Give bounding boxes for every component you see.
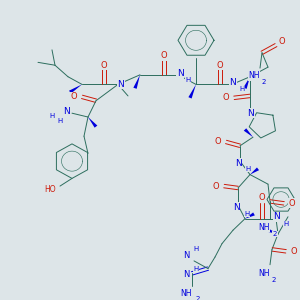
Text: NH: NH [248, 71, 260, 80]
Text: O: O [223, 93, 229, 102]
Text: O: O [101, 61, 107, 70]
Text: H: H [194, 246, 199, 252]
Text: N: N [177, 69, 183, 78]
Text: N: N [235, 159, 242, 168]
Polygon shape [250, 167, 259, 175]
Text: N: N [248, 109, 254, 118]
Text: 2: 2 [196, 296, 200, 300]
Text: N: N [230, 78, 236, 87]
Text: N: N [232, 203, 239, 212]
Polygon shape [244, 128, 253, 137]
Text: N: N [118, 80, 124, 89]
Polygon shape [245, 212, 255, 219]
Polygon shape [69, 84, 82, 94]
Text: H: H [244, 211, 250, 217]
Text: O: O [161, 51, 167, 60]
Text: O: O [279, 37, 285, 46]
Text: 2: 2 [262, 79, 266, 85]
Polygon shape [188, 84, 196, 98]
Text: O: O [259, 193, 265, 202]
Text: O: O [289, 199, 295, 208]
Text: H: H [284, 221, 289, 227]
Text: H: H [185, 76, 190, 82]
Text: HO: HO [44, 185, 56, 194]
Text: O: O [215, 137, 221, 146]
Text: O: O [291, 247, 297, 256]
Text: H: H [50, 113, 55, 119]
Text: N: N [63, 107, 69, 116]
Text: H: H [57, 118, 63, 124]
Text: N: N [183, 250, 189, 260]
Polygon shape [267, 229, 278, 234]
Polygon shape [134, 75, 140, 89]
Text: NH: NH [258, 269, 270, 278]
Text: O: O [71, 92, 77, 101]
Text: NH: NH [258, 223, 270, 232]
Polygon shape [88, 117, 98, 128]
Text: 2: 2 [272, 277, 276, 283]
Polygon shape [243, 77, 250, 89]
Text: H: H [239, 86, 244, 92]
Text: O: O [213, 182, 219, 190]
Text: N: N [274, 212, 280, 221]
Text: NH: NH [180, 289, 192, 298]
Text: N: N [183, 270, 189, 279]
Text: 2: 2 [273, 231, 277, 237]
Text: H: H [245, 166, 250, 172]
Text: O: O [217, 61, 223, 70]
Text: H: H [194, 266, 199, 272]
